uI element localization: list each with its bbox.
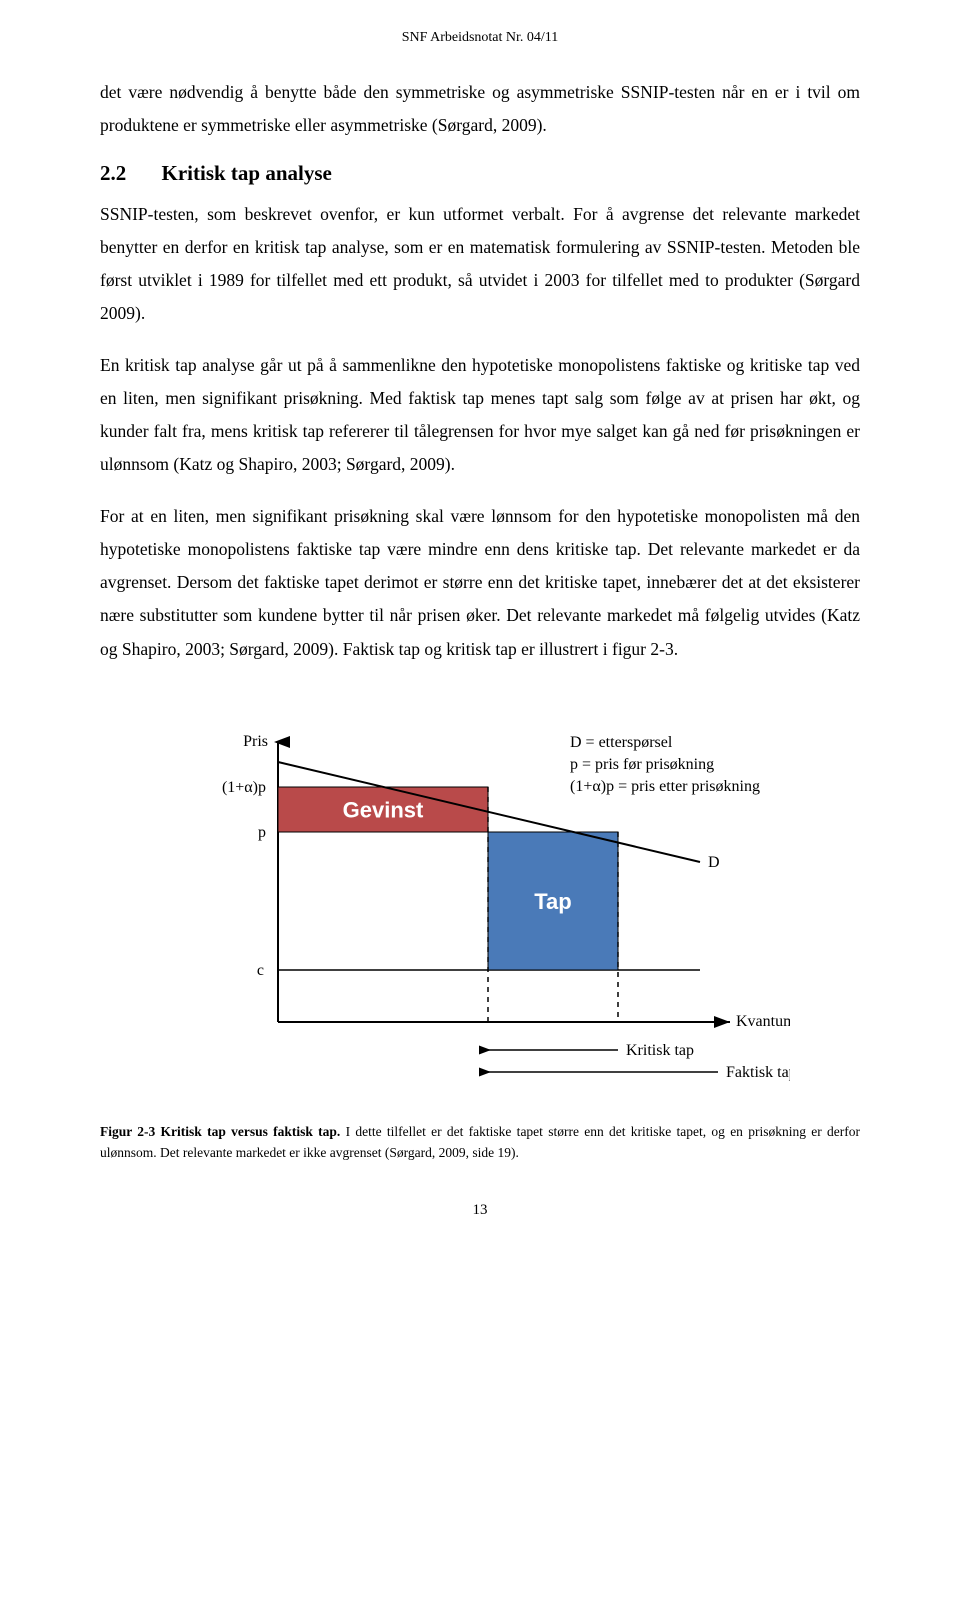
section-number: 2.2 bbox=[100, 161, 126, 185]
svg-text:Pris: Pris bbox=[243, 733, 268, 750]
svg-text:Gevinst: Gevinst bbox=[343, 797, 424, 822]
figure-diagram: D = etterspørsel p = pris før prisøkning (… bbox=[170, 702, 790, 1102]
svg-text:Kritisk tap: Kritisk tap bbox=[626, 1042, 694, 1059]
figure-wrap: D = etterspørsel p = pris før prisøkning (… bbox=[100, 702, 860, 1102]
section-title: Kritisk tap analyse bbox=[162, 161, 332, 185]
page: SNF Arbeidsnotat Nr. 04/11 det være nødv… bbox=[0, 0, 960, 1259]
svg-text:D = etterspørsel: D = etterspørsel bbox=[570, 734, 673, 751]
svg-text:Kvantum: Kvantum bbox=[736, 1013, 790, 1030]
svg-text:(1+α)p: (1+α)p bbox=[222, 779, 266, 796]
svg-text:p: p bbox=[258, 824, 266, 841]
paragraph-2: SSNIP-testen, som beskrevet ovenfor, er … bbox=[100, 198, 860, 331]
header-note: SNF Arbeidsnotat Nr. 04/11 bbox=[100, 30, 860, 46]
svg-text:Faktisk tap: Faktisk tap bbox=[726, 1064, 790, 1081]
svg-text:(1+α)p = pris etter prisøkning: (1+α)p = pris etter prisøkning bbox=[570, 778, 760, 795]
paragraph-intro: det være nødvendig å benytte både den sy… bbox=[100, 76, 860, 143]
paragraph-3: En kritisk tap analyse går ut på å samme… bbox=[100, 349, 860, 482]
paragraph-4: For at en liten, men signifikant prisøkn… bbox=[100, 500, 860, 666]
svg-text:p = pris før prisøkning: p = pris før prisøkning bbox=[570, 756, 714, 773]
svg-text:c: c bbox=[257, 962, 264, 979]
page-number: 13 bbox=[100, 1202, 860, 1219]
svg-text:Tap: Tap bbox=[534, 889, 571, 914]
section-heading: 2.2 Kritisk tap analyse bbox=[100, 161, 860, 186]
figure-caption: Figur 2-3 Kritisk tap versus faktisk tap… bbox=[100, 1122, 860, 1164]
caption-bold: Figur 2-3 Kritisk tap versus faktisk tap… bbox=[100, 1124, 340, 1139]
svg-text:D: D bbox=[708, 854, 720, 871]
